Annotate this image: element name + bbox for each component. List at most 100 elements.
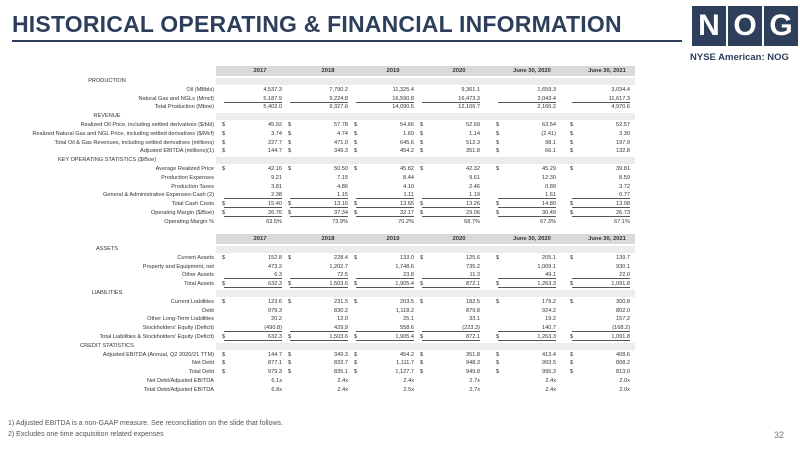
table-cell: 832.7	[334, 360, 348, 367]
dollar-sign: $	[570, 130, 574, 137]
table-cell: 29.06	[422, 210, 480, 217]
table-cell: 39.81	[616, 166, 630, 172]
section-label: KEY OPERATING STATISTICS ($/Boe)	[57, 157, 157, 164]
table-cell: 1,111.7	[396, 360, 414, 367]
table-cell: 6.1x	[271, 378, 282, 384]
table-cell: 5,187.9	[224, 96, 282, 103]
row-label: Total Liabilities & Stockholders' Equity…	[99, 334, 214, 340]
column-header: 2018	[321, 236, 335, 242]
table-cell: 182.5	[466, 298, 480, 305]
table-row: Natural Gas and NGLs (Mmcf) 5,187.9 9,224.…	[0, 96, 635, 104]
table-row: Total Debt/Adjusted EBITDA 6.8x 2.4x 2.5x 2.…	[0, 387, 635, 395]
table-cell: 144.7	[268, 148, 282, 155]
table-cell: 67.1%	[614, 218, 630, 225]
dollar-sign: $	[570, 254, 574, 261]
table-cell: 454.2	[400, 351, 414, 358]
table-cell: 125.6	[466, 254, 480, 261]
dollar-sign: $	[570, 281, 574, 288]
table-cell: 1,905.4	[356, 281, 414, 289]
table-cell: 26.76	[224, 210, 282, 217]
table-cell: 57.78	[334, 122, 348, 128]
row-label: Stockholders' Equity (Deficit)	[142, 325, 214, 332]
table-cell: 2,166.2	[537, 104, 556, 111]
dollar-sign: $	[570, 139, 574, 146]
dollar-sign: $	[496, 351, 500, 358]
table-row: Total Debt $979.3 $835.1 $1,127.7 $949.8 $995…	[0, 369, 635, 377]
dollar-sign: $	[496, 360, 500, 367]
dollar-sign: $	[222, 201, 226, 208]
table-row: Realized Natural Gas and NGL Price, incl…	[0, 131, 635, 139]
dollar-sign: $	[496, 122, 500, 128]
dollar-sign: $	[420, 360, 424, 367]
table-cell: 979.3	[268, 369, 282, 376]
footnote-2: 2) Excludes one time acquisition related…	[8, 431, 164, 438]
table-header: 2017 2018 2019 2020 June 30, 2020 June 30, 20…	[216, 66, 635, 76]
row-label: Production Taxes	[171, 183, 214, 190]
dollar-sign: $	[420, 130, 424, 137]
table-cell: 1,905.4	[356, 334, 414, 341]
dollar-sign: $	[354, 254, 358, 261]
table-cell: 70.2%	[398, 218, 414, 225]
dollar-sign: $	[222, 139, 226, 146]
dollar-sign: $	[570, 351, 574, 358]
table-cell: 11,325.4	[392, 86, 414, 93]
dollar-sign: $	[496, 334, 500, 340]
row-label: Total Debt/Adjusted EBITDA	[143, 386, 214, 393]
dollar-sign: $	[288, 334, 292, 340]
table-cell: 1,503.6	[290, 281, 348, 289]
table-cell: 49.1	[498, 272, 556, 280]
table-cell: 23.8	[356, 272, 414, 280]
section-row: ASSETS	[0, 246, 635, 254]
column-header: 2017	[253, 68, 267, 74]
table-cell: 2.4x	[545, 378, 556, 384]
table-cell: 66.1	[545, 148, 556, 155]
row-label: Current Liabilities	[170, 298, 214, 305]
table-row: Adjusted EBITDA (millions)(1) $144.7 $349.…	[0, 148, 635, 156]
dollar-sign: $	[288, 254, 292, 261]
table-cell: 12,106.7	[458, 104, 480, 111]
table-row: Net Debt/Adjusted EBITDA 6.1x 2.4x 2.4x 2.7x…	[0, 378, 635, 386]
table-cell: 30.49	[498, 210, 556, 217]
row-label: Adjusted EBITDA (millions)(1)	[140, 148, 214, 155]
table-cell: 429.9	[290, 325, 348, 333]
table-cell: (168.2)	[572, 325, 630, 333]
table-cell: 25.1	[403, 316, 414, 323]
table-cell: 67.3%	[540, 218, 556, 225]
table-cell: 558.6	[356, 325, 414, 333]
table-row: Total Production (Mboe) 5,402.0 9,327.6 14,…	[0, 104, 635, 112]
table-cell: 949.8	[466, 369, 480, 376]
table-cell: 3.72	[619, 183, 630, 190]
dollar-sign: $	[496, 254, 500, 261]
table-cell: 37.34	[290, 210, 348, 217]
table-cell: 7.15	[337, 174, 348, 181]
dollar-sign: $	[288, 166, 292, 172]
table-row: Operating Margin % 63.5% 73.9% 70.2% 68.7% 67…	[0, 219, 635, 227]
table-cell: 52.69	[466, 122, 480, 128]
table-cell: 995.3	[542, 369, 556, 376]
table-cell: 808.2	[616, 360, 630, 367]
dollar-sign: $	[354, 148, 358, 155]
table-cell: 4.86	[337, 183, 348, 190]
column-header: 2019	[386, 68, 400, 74]
table-cell: (223.3)	[422, 325, 480, 333]
logo-letter-g: G	[764, 6, 798, 46]
row-label: Total Debt	[188, 369, 214, 376]
table-cell: 227.7	[268, 139, 282, 146]
dollar-sign: $	[288, 130, 292, 137]
title-rule	[12, 40, 682, 42]
table-row: Total Oil & Gas Revenues, including sett…	[0, 140, 635, 148]
dollar-sign: $	[288, 351, 292, 358]
dollar-sign: $	[420, 139, 424, 146]
table-row: Property and Equipment, net 473.2 1,202.7 1…	[0, 264, 635, 272]
dollar-sign: $	[354, 334, 358, 340]
table-cell: 42.16	[268, 166, 282, 172]
table-cell: 32.17	[356, 210, 414, 217]
dollar-sign: $	[420, 351, 424, 358]
table-cell: 45.92	[268, 122, 282, 128]
table-cell: 19.2	[545, 316, 556, 323]
table-cell: 54.66	[400, 122, 414, 128]
dollar-sign: $	[570, 334, 574, 340]
logo-letter-n: N	[692, 6, 726, 46]
row-label: Production Expenses	[161, 174, 214, 181]
table-row: Net Debt $877.1 $832.7 $1,111.7 $948.3 $993.5…	[0, 360, 635, 368]
